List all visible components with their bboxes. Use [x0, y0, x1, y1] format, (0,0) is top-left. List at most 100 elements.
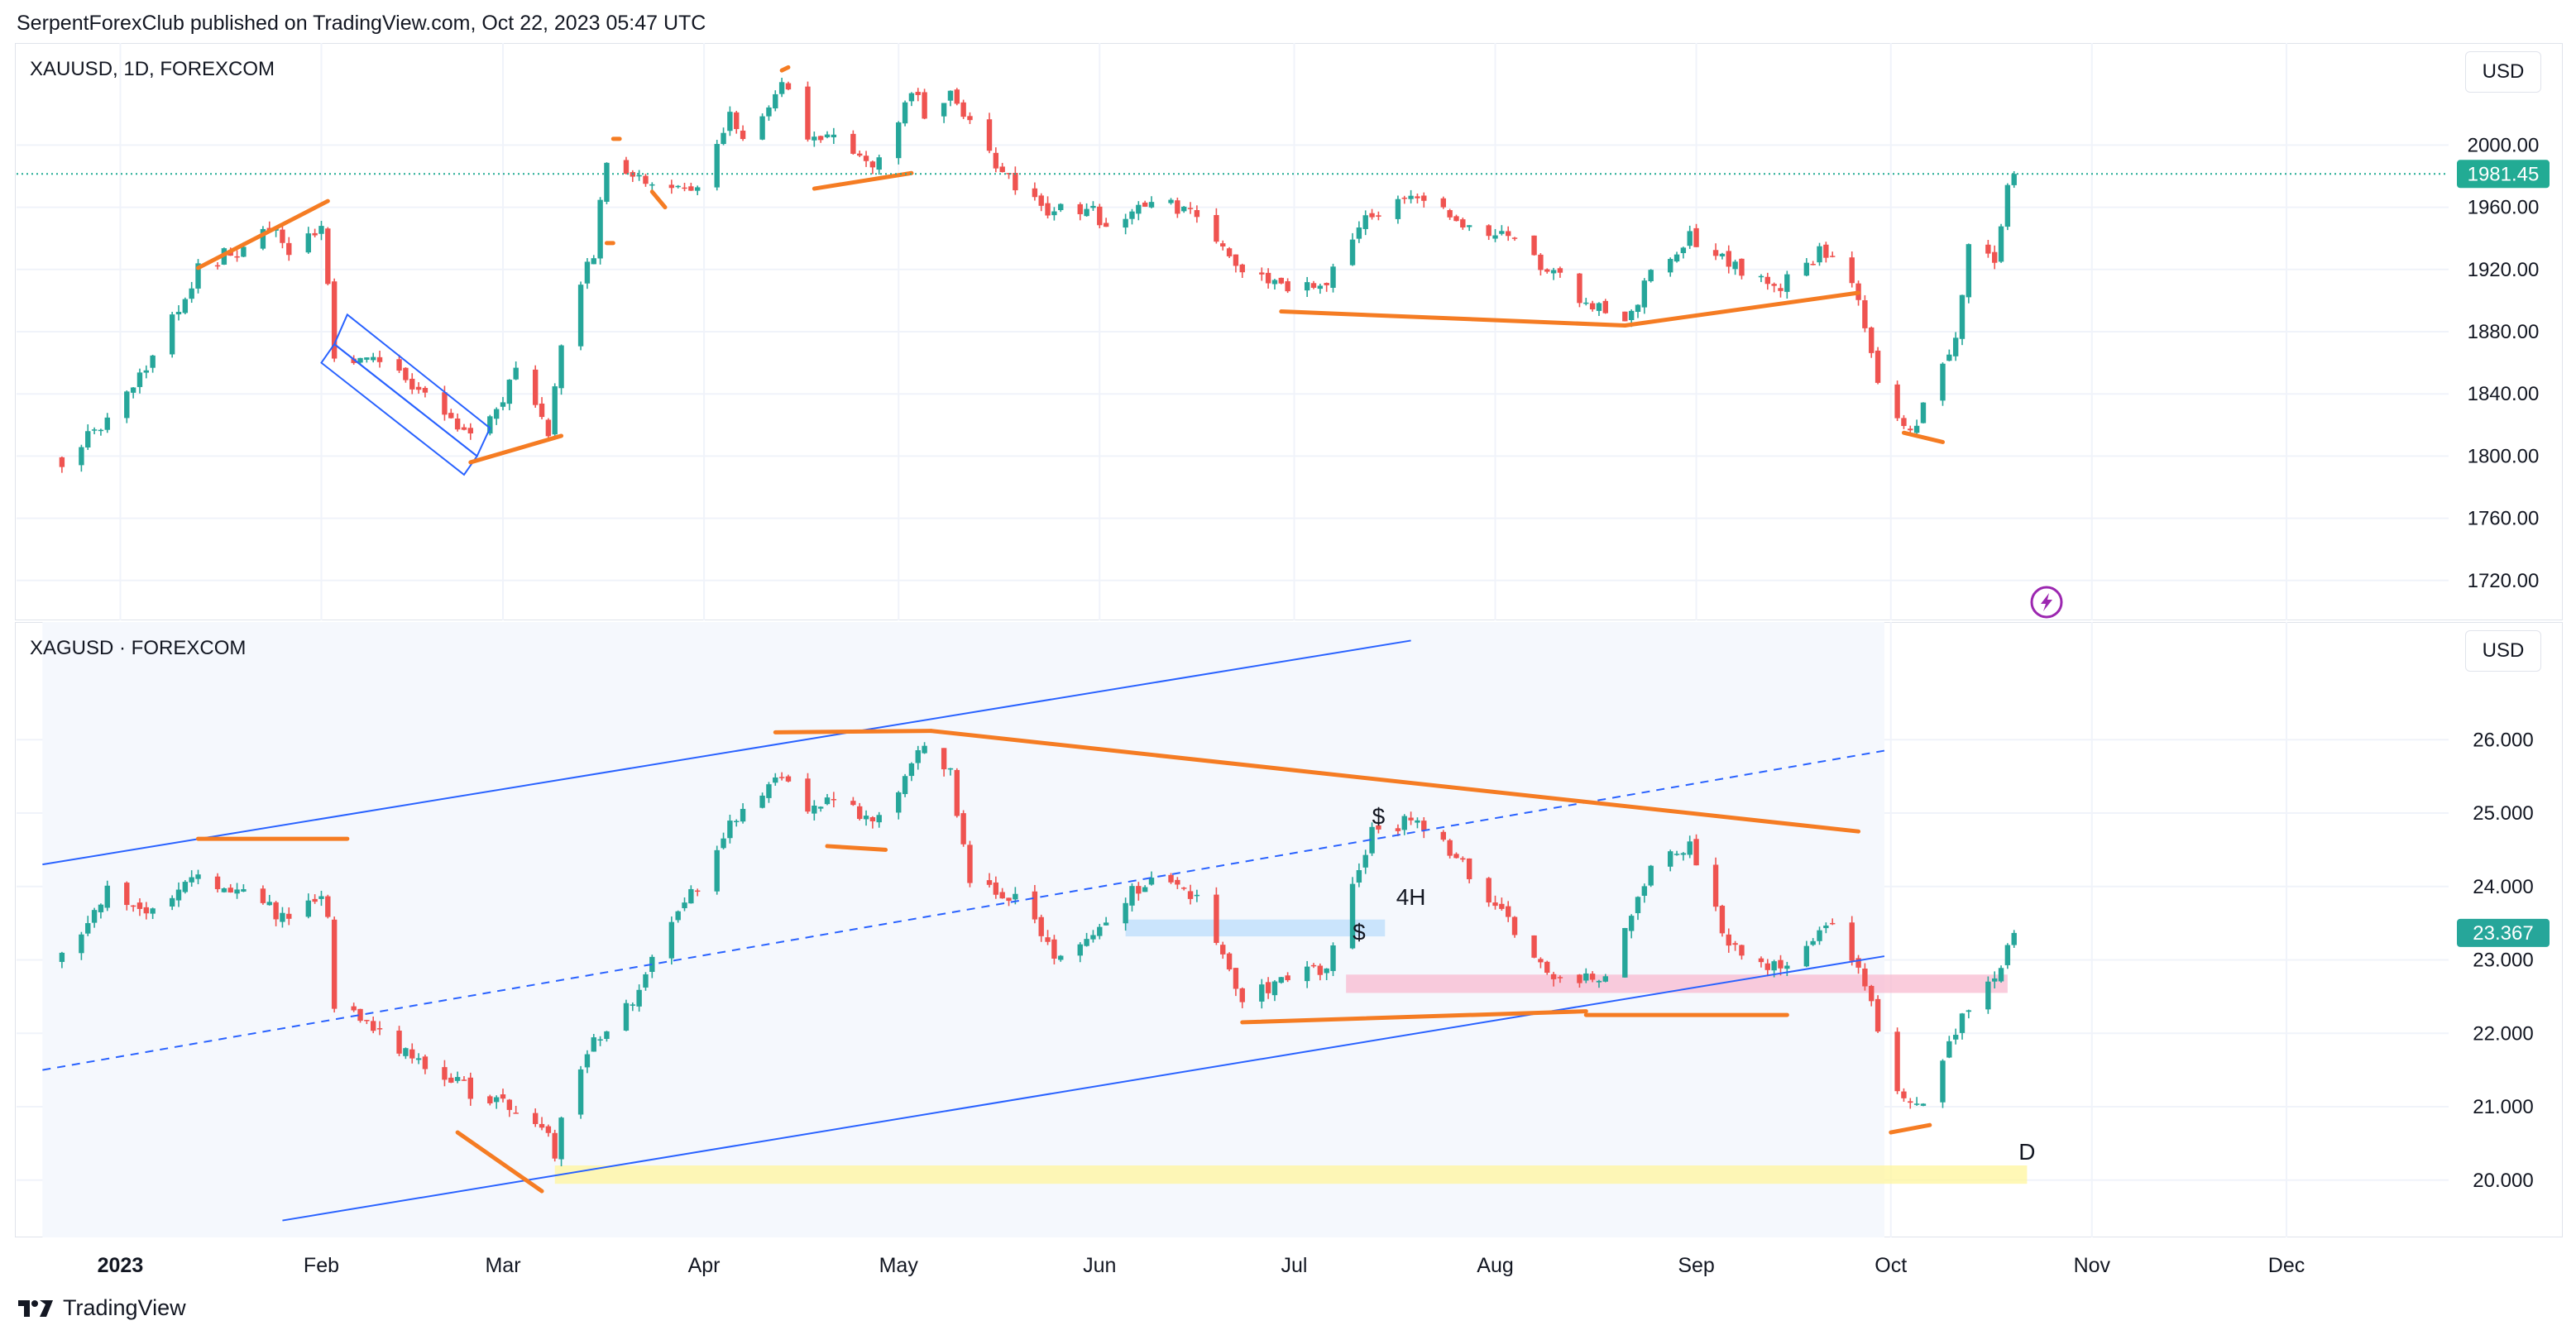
candle-body: [1415, 196, 1420, 199]
candle-body: [1966, 244, 1972, 298]
candle-body: [824, 134, 831, 137]
candle-body: [902, 102, 908, 124]
candle-body: [1908, 1101, 1913, 1103]
candle-body: [1732, 943, 1738, 945]
candle-body: [1486, 225, 1491, 237]
candle-body: [1168, 199, 1174, 203]
candle-body: [941, 103, 947, 117]
gold-pane[interactable]: [15, 43, 2563, 620]
candle-body: [941, 748, 947, 770]
price-tick-label: 1880.00: [2468, 321, 2540, 343]
candle-body: [241, 246, 247, 257]
candle-body: [305, 233, 311, 253]
candle-body: [227, 888, 233, 892]
candle-body: [1577, 273, 1582, 304]
timeframe-label-4h: 4H: [1396, 884, 1426, 910]
candle-body: [604, 1031, 610, 1040]
pink-zone: [1346, 974, 2008, 993]
candle-body: [1233, 968, 1239, 989]
candle-body: [357, 357, 363, 363]
candle-body: [1175, 200, 1180, 214]
candle-body: [1869, 985, 1875, 1002]
candle-body: [1214, 214, 1219, 242]
candle-body: [175, 312, 182, 315]
candle-body: [1506, 231, 1511, 237]
candle-body: [604, 162, 610, 202]
silver-currency-button[interactable]: USD: [2465, 630, 2541, 672]
candle-body: [1849, 257, 1855, 284]
yellow-zone: [554, 1165, 2028, 1184]
candle-body: [922, 92, 927, 119]
candle-body: [876, 157, 882, 170]
candle-body: [1894, 384, 1900, 419]
candle-body: [1726, 251, 1731, 267]
candle-body: [1187, 891, 1194, 899]
candle-body: [182, 299, 189, 313]
candle-body: [104, 885, 110, 908]
candle-body: [714, 849, 720, 892]
candle-body: [1764, 963, 1770, 970]
candle-body: [636, 989, 642, 1007]
candle-body: [597, 199, 603, 259]
candle-body: [1778, 288, 1784, 291]
candle-body: [1330, 266, 1336, 288]
candle-body: [740, 808, 746, 822]
candle-body: [1324, 968, 1329, 974]
candle-body: [1356, 227, 1362, 239]
candle-body: [850, 801, 856, 806]
candle-body: [1466, 858, 1472, 879]
candle-body: [675, 911, 681, 921]
candle-body: [1440, 831, 1446, 840]
candle-body: [1006, 173, 1012, 175]
time-axis-label: 2023: [98, 1254, 144, 1277]
candle-body: [1732, 261, 1738, 270]
candle-body: [130, 905, 136, 907]
candle-body: [91, 910, 98, 923]
candle-body: [1538, 959, 1544, 963]
candle-body: [1913, 425, 1920, 433]
gold-trend-line: [779, 65, 791, 73]
timeframe-label-d: D: [2018, 1139, 2035, 1165]
candle-body: [577, 285, 584, 347]
candle-body: [1194, 894, 1200, 897]
candle-body: [577, 1069, 584, 1115]
candle-body: [467, 1077, 473, 1099]
gold-price-badge: [2457, 160, 2550, 189]
candle-body: [493, 1097, 500, 1103]
candle-body: [1239, 264, 1245, 273]
candle-body: [1693, 227, 1699, 247]
candle-body: [1447, 210, 1453, 218]
candle-body: [1946, 354, 1952, 361]
tradingview-footer[interactable]: TradingView: [17, 1295, 186, 1321]
candle-body: [1317, 285, 1324, 289]
gold-plot-area[interactable]: [17, 43, 2449, 620]
candle-body: [1544, 269, 1550, 272]
candle-body: [1771, 961, 1777, 971]
candle-body: [759, 795, 765, 808]
silver-plot-area[interactable]: $ $4H D: [17, 622, 2449, 1237]
candle-body: [1285, 281, 1290, 292]
candle-body: [234, 256, 240, 258]
candle-body: [1602, 976, 1608, 982]
candle-body: [85, 923, 91, 934]
candle-body: [766, 107, 772, 117]
channel-upper-line: [42, 639, 1411, 866]
candle-body: [454, 419, 461, 430]
gold-trend-line: [1279, 309, 1627, 328]
candle-body: [896, 792, 902, 813]
candle-body: [150, 908, 156, 914]
candle-body: [1875, 998, 1881, 1032]
candle-body: [59, 457, 65, 467]
candle-body: [1764, 276, 1770, 285]
candle-body: [1058, 955, 1064, 960]
candle-body: [1136, 886, 1142, 894]
candle-body: [668, 921, 675, 959]
candle-body: [1641, 280, 1648, 308]
candle-body: [675, 185, 681, 188]
silver-trend-line: [1240, 1009, 1588, 1025]
candle-body: [1038, 916, 1044, 936]
gold-currency-button[interactable]: USD: [2465, 51, 2541, 93]
candle-body: [1362, 854, 1368, 868]
lightning-alert-icon[interactable]: [2030, 586, 2063, 619]
